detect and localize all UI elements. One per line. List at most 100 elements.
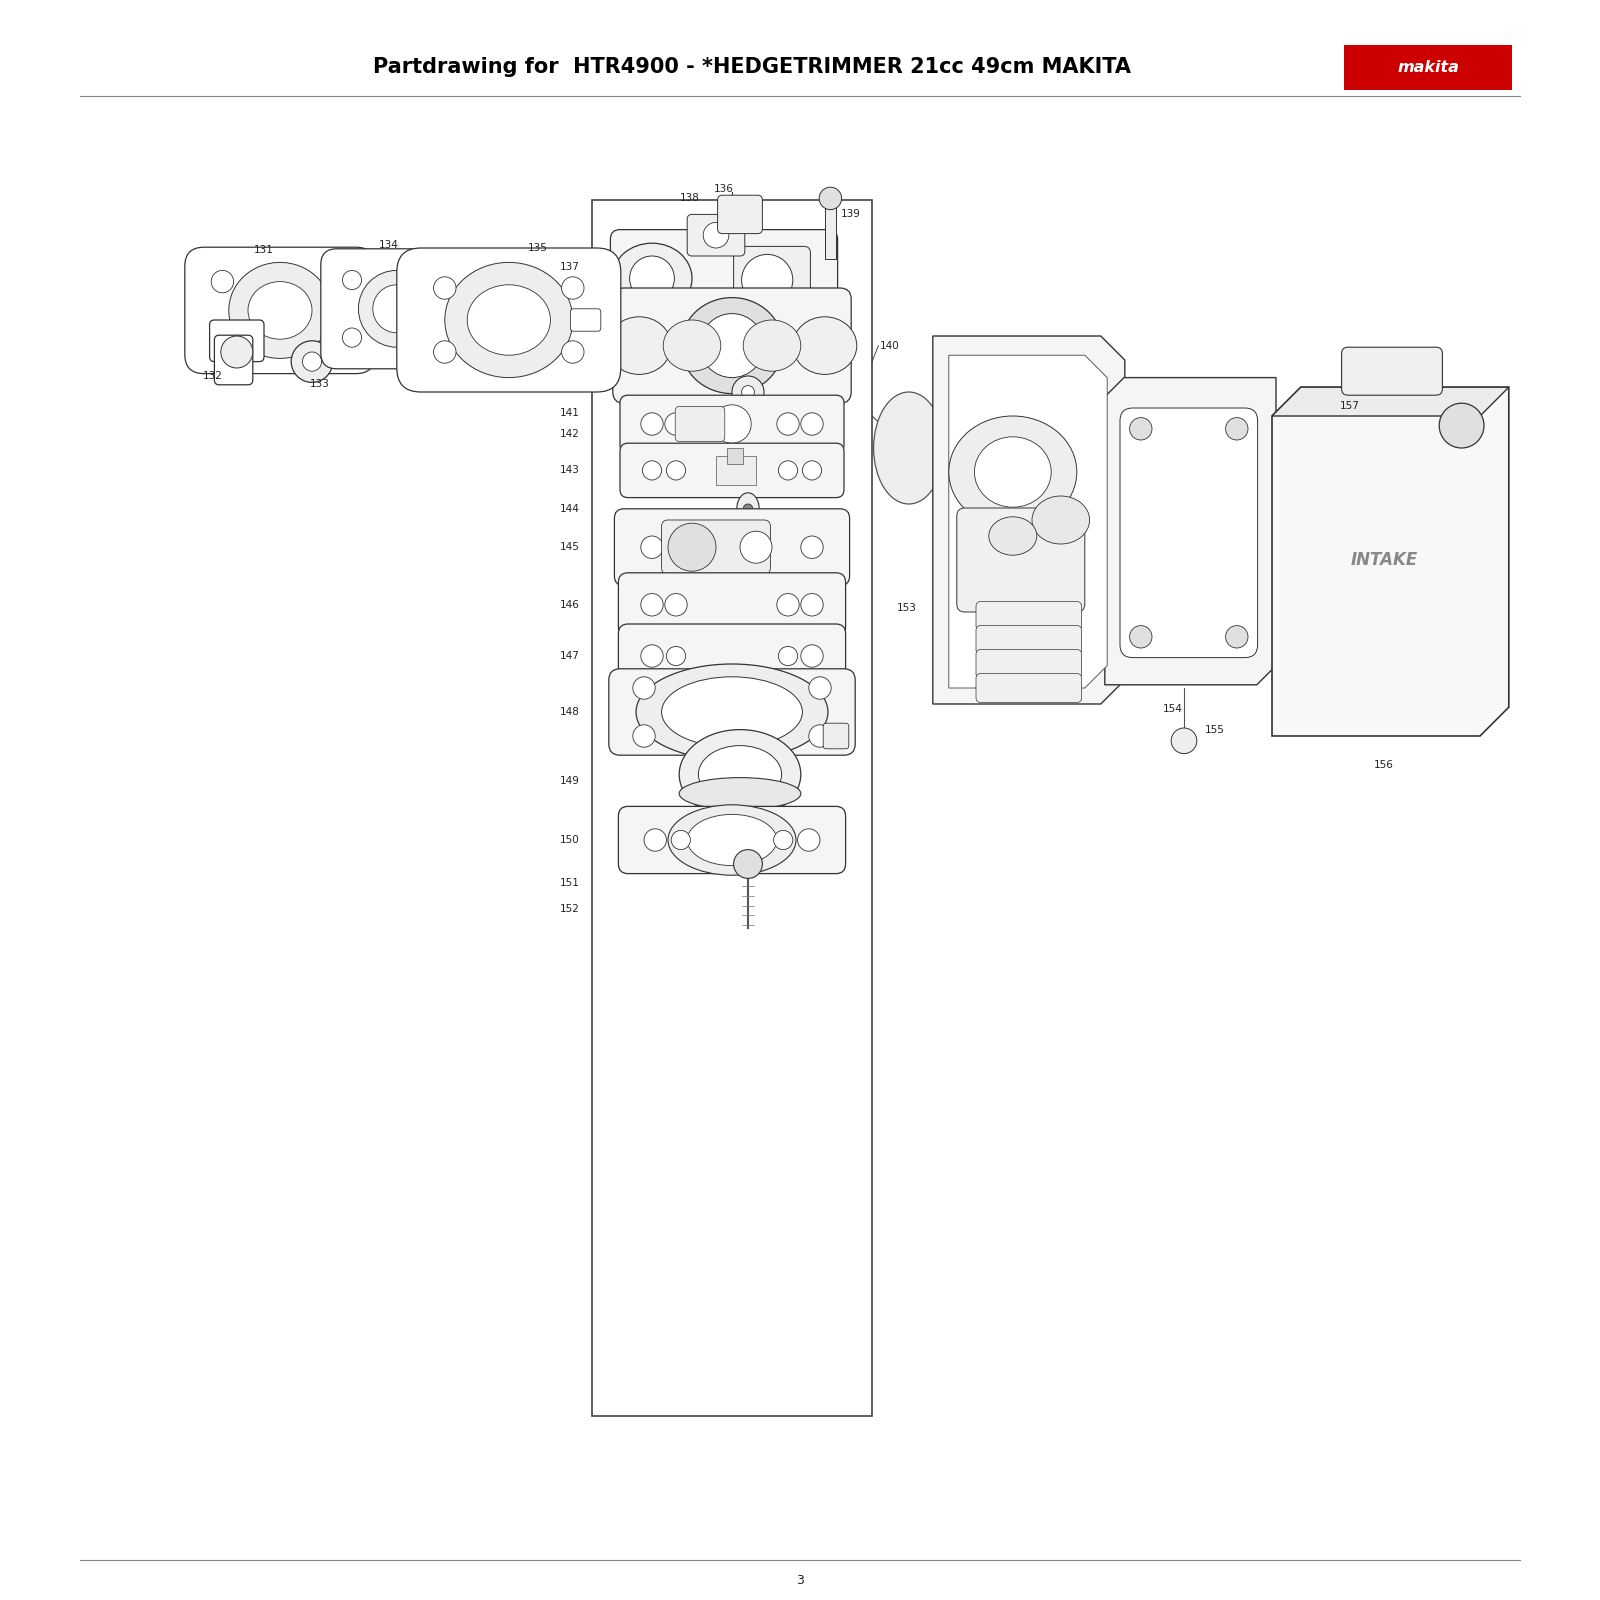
- FancyBboxPatch shape: [662, 520, 771, 574]
- FancyBboxPatch shape: [186, 246, 374, 373]
- Ellipse shape: [682, 298, 784, 394]
- FancyBboxPatch shape: [618, 573, 845, 637]
- FancyBboxPatch shape: [976, 674, 1082, 702]
- Ellipse shape: [733, 376, 765, 408]
- Ellipse shape: [778, 594, 800, 616]
- Ellipse shape: [434, 277, 456, 299]
- FancyBboxPatch shape: [613, 288, 851, 403]
- Ellipse shape: [1171, 728, 1197, 754]
- Ellipse shape: [373, 285, 421, 333]
- Ellipse shape: [680, 730, 802, 819]
- Text: 145: 145: [560, 542, 579, 552]
- FancyBboxPatch shape: [214, 334, 253, 384]
- Ellipse shape: [434, 341, 456, 363]
- Ellipse shape: [802, 645, 824, 667]
- Ellipse shape: [640, 594, 664, 616]
- Ellipse shape: [632, 677, 656, 699]
- Ellipse shape: [698, 746, 782, 803]
- Ellipse shape: [704, 222, 728, 248]
- Polygon shape: [1272, 387, 1509, 416]
- Ellipse shape: [608, 317, 672, 374]
- Polygon shape: [949, 355, 1107, 688]
- FancyBboxPatch shape: [976, 650, 1082, 678]
- Text: 140: 140: [880, 341, 899, 350]
- FancyBboxPatch shape: [608, 669, 854, 755]
- Text: 3: 3: [797, 1574, 803, 1587]
- Bar: [826, 198, 837, 259]
- Ellipse shape: [672, 830, 691, 850]
- Ellipse shape: [949, 416, 1077, 528]
- Text: 142: 142: [560, 429, 579, 438]
- Text: 134: 134: [379, 240, 398, 250]
- Ellipse shape: [733, 850, 763, 878]
- Ellipse shape: [637, 664, 829, 760]
- Ellipse shape: [779, 646, 798, 666]
- Text: 136: 136: [714, 184, 734, 194]
- Bar: [717, 456, 757, 485]
- Bar: [592, 200, 872, 1416]
- Ellipse shape: [666, 594, 688, 616]
- FancyBboxPatch shape: [733, 246, 811, 320]
- Ellipse shape: [640, 413, 664, 435]
- Polygon shape: [1272, 387, 1509, 736]
- Ellipse shape: [643, 829, 667, 851]
- Ellipse shape: [819, 187, 842, 210]
- Ellipse shape: [802, 594, 824, 616]
- FancyBboxPatch shape: [210, 320, 264, 362]
- Text: 146: 146: [560, 600, 579, 610]
- Text: 133: 133: [310, 379, 330, 389]
- Text: 135: 135: [528, 243, 547, 253]
- Ellipse shape: [989, 517, 1037, 555]
- Ellipse shape: [1226, 626, 1248, 648]
- Ellipse shape: [211, 328, 234, 350]
- FancyBboxPatch shape: [618, 624, 845, 688]
- Ellipse shape: [739, 531, 771, 563]
- Ellipse shape: [342, 328, 362, 347]
- FancyBboxPatch shape: [618, 806, 845, 874]
- FancyBboxPatch shape: [976, 602, 1082, 630]
- Ellipse shape: [666, 646, 686, 666]
- Ellipse shape: [640, 536, 664, 558]
- Ellipse shape: [810, 677, 832, 699]
- Ellipse shape: [632, 725, 656, 747]
- Ellipse shape: [432, 270, 451, 290]
- Text: 132: 132: [203, 371, 222, 381]
- Ellipse shape: [802, 413, 824, 435]
- Text: 139: 139: [842, 210, 861, 219]
- Ellipse shape: [666, 461, 686, 480]
- Text: 154: 154: [1163, 704, 1182, 714]
- Text: 138: 138: [680, 194, 701, 203]
- Ellipse shape: [680, 778, 802, 810]
- Ellipse shape: [432, 328, 451, 347]
- Ellipse shape: [358, 270, 435, 347]
- Text: 137: 137: [560, 262, 579, 272]
- FancyBboxPatch shape: [397, 248, 621, 392]
- Ellipse shape: [326, 328, 349, 350]
- Text: 151: 151: [560, 878, 579, 888]
- Ellipse shape: [744, 320, 802, 371]
- FancyBboxPatch shape: [1120, 408, 1258, 658]
- Ellipse shape: [874, 392, 944, 504]
- Ellipse shape: [736, 493, 760, 525]
- Ellipse shape: [664, 320, 722, 371]
- FancyBboxPatch shape: [320, 248, 474, 368]
- Ellipse shape: [669, 523, 717, 571]
- Ellipse shape: [773, 830, 794, 850]
- Ellipse shape: [211, 270, 234, 293]
- FancyBboxPatch shape: [675, 406, 725, 442]
- Ellipse shape: [778, 413, 800, 435]
- Ellipse shape: [302, 352, 322, 371]
- FancyBboxPatch shape: [822, 723, 848, 749]
- Text: INTAKE: INTAKE: [1350, 550, 1418, 570]
- Polygon shape: [1104, 378, 1277, 685]
- Ellipse shape: [688, 814, 778, 866]
- FancyBboxPatch shape: [570, 309, 602, 331]
- Ellipse shape: [291, 341, 333, 382]
- Ellipse shape: [642, 461, 662, 480]
- FancyBboxPatch shape: [621, 395, 845, 453]
- FancyBboxPatch shape: [717, 195, 763, 234]
- Text: 155: 155: [1205, 725, 1224, 734]
- FancyBboxPatch shape: [611, 229, 838, 336]
- Ellipse shape: [221, 336, 253, 368]
- FancyBboxPatch shape: [614, 509, 850, 586]
